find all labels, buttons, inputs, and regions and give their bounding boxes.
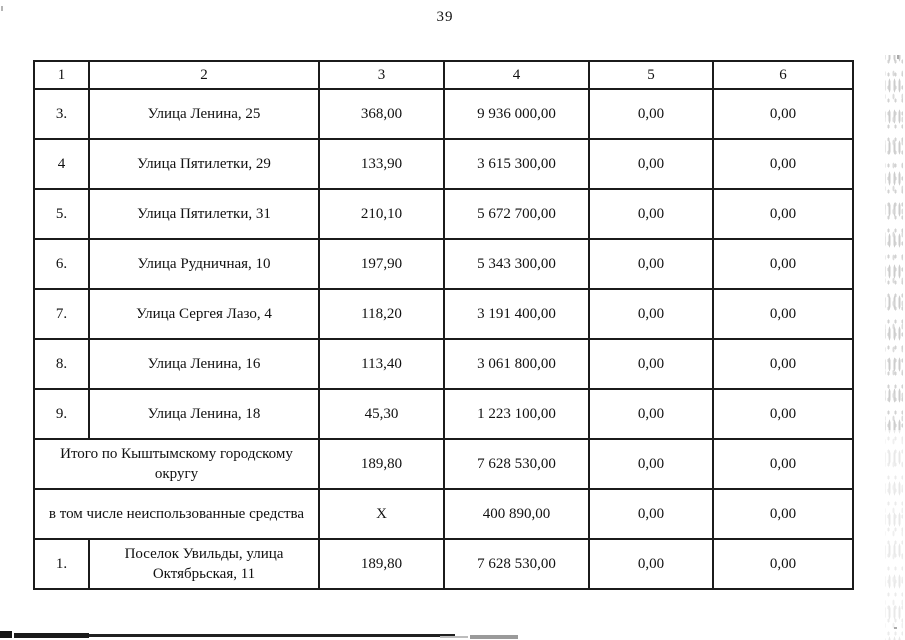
- address-cell: Поселок Увильды, улица Октябрьская, 11: [88, 538, 320, 590]
- table-row: в том числе неиспользованные средства Х 40…: [33, 488, 854, 540]
- address-cell: Улица Ленина, 18: [88, 388, 320, 440]
- table-header: 1 2 3 4 5 6: [33, 60, 854, 90]
- amount-cell: 3 061 800,00: [443, 338, 590, 390]
- amount-cell: 9 936 000,00: [443, 88, 590, 140]
- col5-cell: 0,00: [588, 88, 714, 140]
- table-body: 3. Улица Ленина, 25 368,00 9 936 000,00 0,00…: [33, 88, 854, 590]
- area-cell: Х: [318, 488, 445, 540]
- row-label-cell: Итого по Кыштымскому городскому округу: [33, 438, 320, 490]
- area-cell: 368,00: [318, 88, 445, 140]
- header-col-5: 5: [588, 60, 714, 90]
- address-cell: Улица Рудничная, 10: [88, 238, 320, 290]
- scan-noise-fade: [883, 430, 905, 640]
- scan-artifact-bottom-blob: [0, 631, 12, 638]
- row-number-cell: 6.: [33, 238, 90, 290]
- table-row: 9. Улица Ленина, 18 45,30 1 223 100,00 0,00 0…: [33, 388, 854, 440]
- col6-cell: 0,00: [712, 238, 854, 290]
- table-row: 4 Улица Пятилетки, 29 133,90 3 615 300,00 0,…: [33, 138, 854, 190]
- scan-speck-top-left: [1, 6, 3, 11]
- address-cell: Улица Пятилетки, 29: [88, 138, 320, 190]
- area-cell: 118,20: [318, 288, 445, 340]
- data-table: 1 2 3 4 5 6 3. Улица Ленина, 25 368,00 9 93…: [33, 60, 854, 590]
- amount-cell: 3 191 400,00: [443, 288, 590, 340]
- scan-artifact-bottom-gray1: [440, 636, 468, 638]
- col6-cell: 0,00: [712, 488, 854, 540]
- header-col-1: 1: [33, 60, 90, 90]
- area-cell: 197,90: [318, 238, 445, 290]
- amount-cell: 5 672 700,00: [443, 188, 590, 240]
- scan-artifact-bottom-dash: [14, 633, 89, 638]
- table-row: 1. Поселок Увильды, улица Октябрьская, 11…: [33, 538, 854, 590]
- area-cell: 189,80: [318, 538, 445, 590]
- col5-cell: 0,00: [588, 288, 714, 340]
- row-number-cell: 1.: [33, 538, 90, 590]
- row-number-cell: 8.: [33, 338, 90, 390]
- address-cell: Улица Ленина, 16: [88, 338, 320, 390]
- amount-cell: 3 615 300,00: [443, 138, 590, 190]
- col5-cell: 0,00: [588, 138, 714, 190]
- table-row: 3. Улица Ленина, 25 368,00 9 936 000,00 0,00…: [33, 88, 854, 140]
- header-col-2: 2: [88, 60, 320, 90]
- col6-cell: 0,00: [712, 188, 854, 240]
- table-row: 8. Улица Ленина, 16 113,40 3 061 800,00 0,00…: [33, 338, 854, 390]
- row-number-cell: 4: [33, 138, 90, 190]
- col5-cell: 0,00: [588, 188, 714, 240]
- address-cell: Улица Сергея Лазо, 4: [88, 288, 320, 340]
- header-col-6: 6: [712, 60, 854, 90]
- col5-cell: 0,00: [588, 388, 714, 440]
- header-col-3: 3: [318, 60, 445, 90]
- col6-cell: 0,00: [712, 538, 854, 590]
- area-cell: 189,80: [318, 438, 445, 490]
- address-cell: Улица Ленина, 25: [88, 88, 320, 140]
- row-number-cell: 7.: [33, 288, 90, 340]
- amount-cell: 400 890,00: [443, 488, 590, 540]
- scan-artifact-bottom-gray2: [470, 635, 518, 639]
- header-col-4: 4: [443, 60, 590, 90]
- table-row: 7. Улица Сергея Лазо, 4 118,20 3 191 400,00…: [33, 288, 854, 340]
- table-row: Итого по Кыштымскому городскому округу 18…: [33, 438, 854, 490]
- area-cell: 113,40: [318, 338, 445, 390]
- amount-cell: 7 628 530,00: [443, 438, 590, 490]
- area-cell: 133,90: [318, 138, 445, 190]
- table-row: 5. Улица Пятилетки, 31 210,10 5 672 700,00 0…: [33, 188, 854, 240]
- area-cell: 45,30: [318, 388, 445, 440]
- col6-cell: 0,00: [712, 438, 854, 490]
- scan-speck-bottom-right: [894, 627, 897, 629]
- col6-cell: 0,00: [712, 288, 854, 340]
- col5-cell: 0,00: [588, 538, 714, 590]
- col5-cell: 0,00: [588, 238, 714, 290]
- area-cell: 210,10: [318, 188, 445, 240]
- col5-cell: 0,00: [588, 438, 714, 490]
- page-number: 39: [436, 9, 454, 25]
- table-row: 6. Улица Рудничная, 10 197,90 5 343 300,00 0…: [33, 238, 854, 290]
- col6-cell: 0,00: [712, 138, 854, 190]
- scan-speck-top-right: [897, 55, 899, 59]
- row-number-cell: 5.: [33, 188, 90, 240]
- col6-cell: 0,00: [712, 88, 854, 140]
- row-number-cell: 9.: [33, 388, 90, 440]
- amount-cell: 7 628 530,00: [443, 538, 590, 590]
- col5-cell: 0,00: [588, 338, 714, 390]
- table-header-row: 1 2 3 4 5 6: [33, 60, 854, 90]
- address-cell: Улица Пятилетки, 31: [88, 188, 320, 240]
- col6-cell: 0,00: [712, 338, 854, 390]
- amount-cell: 5 343 300,00: [443, 238, 590, 290]
- col6-cell: 0,00: [712, 388, 854, 440]
- scan-artifact-bottom-line: [89, 634, 455, 637]
- row-number-cell: 3.: [33, 88, 90, 140]
- col5-cell: 0,00: [588, 488, 714, 540]
- amount-cell: 1 223 100,00: [443, 388, 590, 440]
- row-label-cell: в том числе неиспользованные средства: [33, 488, 320, 540]
